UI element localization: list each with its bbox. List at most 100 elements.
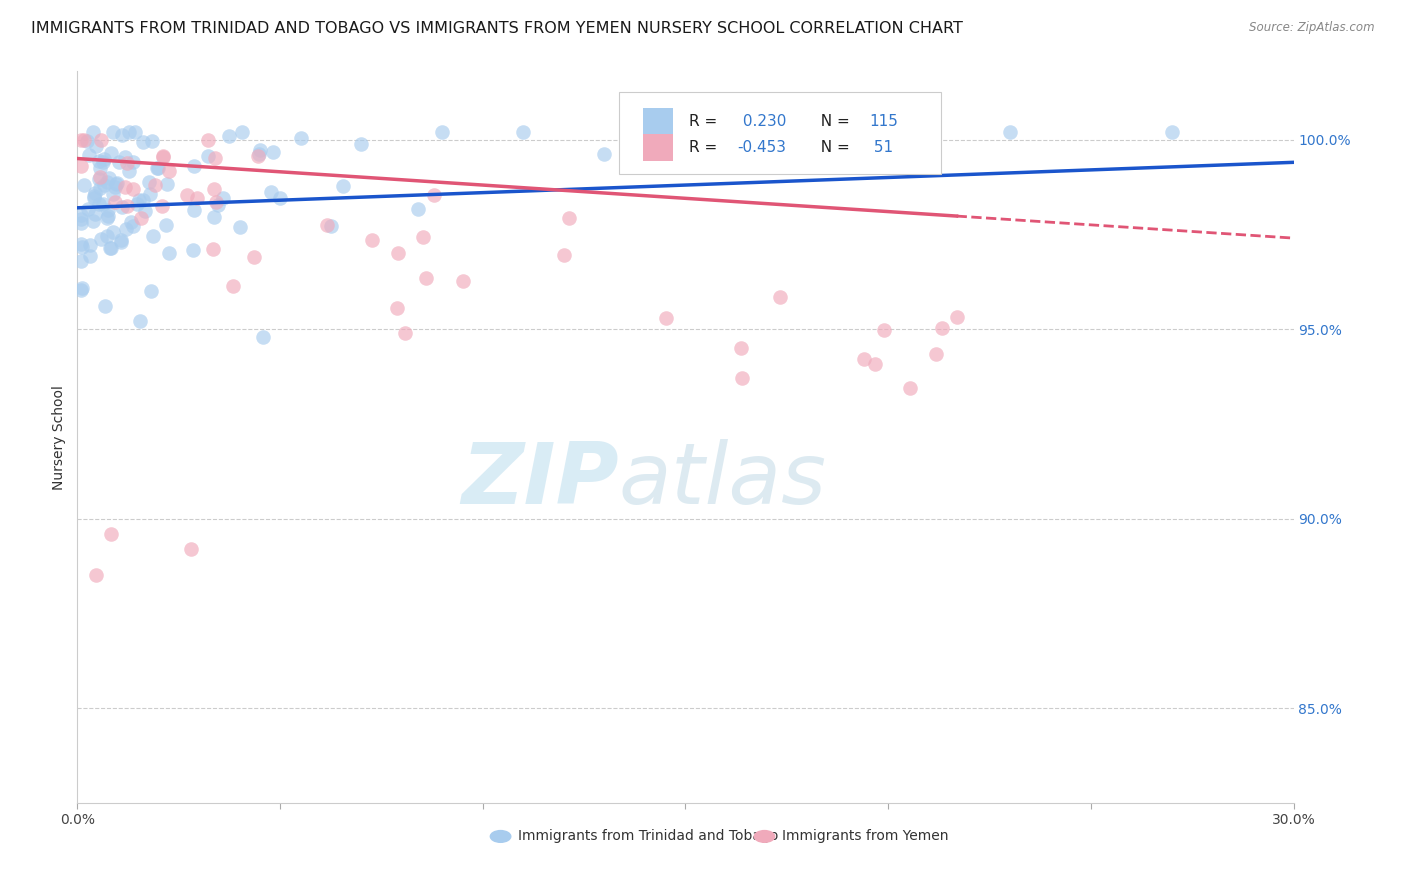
Point [89, 161, 111, 176]
Point [131, 136, 153, 150]
Point [70, 216, 93, 230]
Point [796, 125, 818, 139]
Text: R =: R = [689, 113, 723, 128]
Point [176, 187, 198, 202]
Point [111, 200, 134, 214]
Point [197, 132, 219, 146]
Point [155, 219, 177, 233]
Point [77, 202, 100, 216]
Text: N =: N = [811, 113, 855, 128]
Text: ZIP: ZIP [461, 440, 619, 523]
Point [93, 152, 115, 166]
Point [70, 240, 93, 254]
Point [157, 164, 180, 178]
Point [877, 145, 900, 160]
Point [394, 326, 416, 340]
Point [406, 202, 429, 216]
Point [89, 154, 111, 169]
Point [183, 202, 205, 217]
Point [94, 299, 117, 313]
Y-axis label: Nursery School: Nursery School [52, 384, 66, 490]
Point [97, 209, 120, 223]
Point [332, 179, 354, 194]
Point [73, 133, 96, 147]
Point [105, 178, 128, 192]
Point [110, 235, 132, 249]
Point [100, 526, 122, 541]
Point [212, 191, 235, 205]
Point [262, 145, 284, 160]
Point [114, 150, 136, 164]
Point [207, 198, 229, 212]
Point [945, 310, 967, 325]
Point [247, 147, 270, 161]
Point [138, 186, 160, 201]
Point [100, 146, 122, 161]
Point [900, 381, 922, 395]
Point [70, 284, 93, 298]
Point [387, 246, 409, 260]
Point [70, 237, 93, 252]
Point [205, 194, 228, 209]
Point [655, 310, 678, 325]
Point [925, 346, 948, 360]
Point [122, 219, 145, 233]
Point [73, 178, 96, 192]
Point [84, 568, 107, 582]
Point [90, 232, 112, 246]
Point [183, 159, 205, 173]
Point [107, 154, 129, 169]
Point [83, 188, 105, 202]
Point [221, 279, 243, 293]
Point [730, 341, 752, 355]
Point [512, 125, 534, 139]
Text: Source: ZipAtlas.com: Source: ZipAtlas.com [1250, 21, 1375, 34]
Point [120, 215, 142, 229]
Point [104, 180, 127, 194]
Point [290, 131, 312, 145]
Point [121, 182, 143, 196]
Text: 0.230: 0.230 [738, 113, 786, 128]
Text: R =: R = [689, 140, 723, 155]
Point [118, 125, 141, 139]
Point [93, 178, 115, 193]
Point [103, 125, 125, 139]
Point [110, 233, 132, 247]
Text: N =: N = [811, 140, 855, 155]
Point [138, 175, 160, 189]
Point [931, 320, 953, 334]
Point [82, 125, 104, 139]
Point [70, 253, 93, 268]
Point [201, 242, 224, 256]
Point [243, 250, 266, 264]
Point [202, 211, 225, 225]
Point [157, 246, 180, 260]
Point [873, 323, 896, 337]
Point [558, 211, 581, 226]
Point [675, 125, 697, 139]
Point [249, 143, 271, 157]
Point [415, 271, 437, 285]
Point [98, 240, 121, 254]
Point [121, 155, 143, 169]
Point [117, 164, 139, 178]
Point [115, 222, 138, 236]
Point [89, 170, 111, 185]
Point [111, 128, 134, 143]
Point [70, 160, 93, 174]
Point [128, 314, 150, 328]
Point [202, 182, 225, 196]
Point [103, 195, 125, 210]
Point [83, 191, 105, 205]
Point [77, 148, 100, 162]
Point [105, 176, 128, 190]
Point [87, 197, 110, 211]
Point [97, 203, 120, 218]
Point [593, 147, 616, 161]
Point [360, 233, 382, 247]
Point [247, 148, 270, 162]
Point [89, 171, 111, 186]
Point [769, 290, 792, 304]
Point [115, 156, 138, 170]
Point [82, 214, 104, 228]
